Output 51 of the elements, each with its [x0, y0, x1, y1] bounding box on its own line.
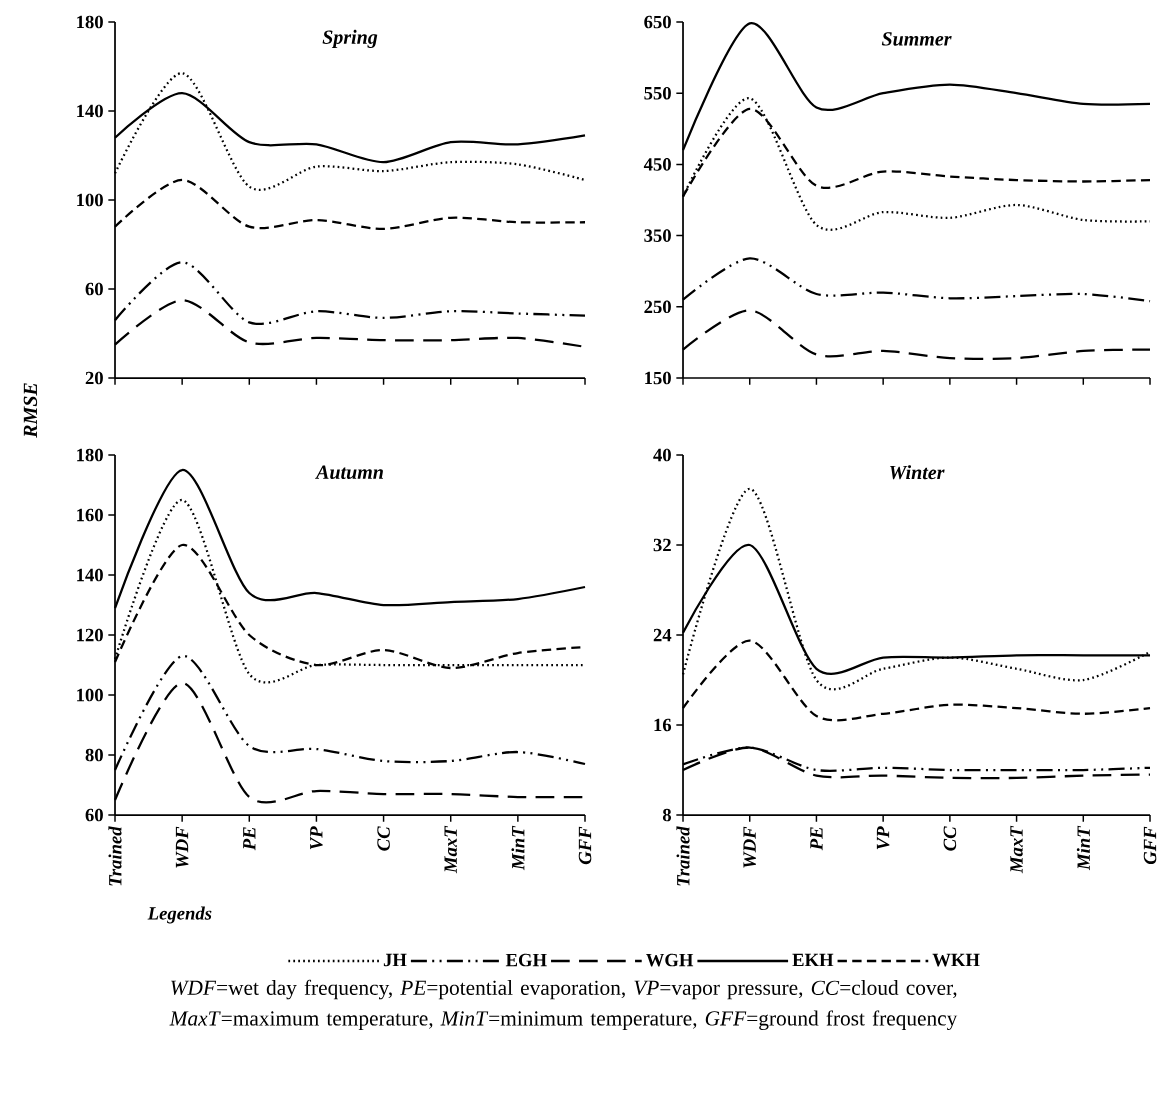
- x-tick-label: PE: [810, 827, 823, 851]
- chart-title: Winter: [889, 465, 945, 480]
- y-axis-title: RMSE: [23, 383, 38, 438]
- y-tick-label: 120: [77, 628, 103, 642]
- x-tick-label: VP: [876, 826, 890, 850]
- x-tick-label: GFF: [1143, 826, 1157, 865]
- y-tick-label: 60: [85, 282, 103, 296]
- y-tick-label: 60: [85, 808, 103, 822]
- chart-title: Spring: [322, 29, 378, 48]
- y-tick-label: 32: [653, 538, 671, 552]
- y-tick-label: 100: [77, 193, 103, 207]
- legend-label: EGH: [505, 953, 547, 967]
- x-tick-label: Trained: [108, 826, 122, 886]
- y-tick-label: 350: [644, 229, 671, 242]
- y-tick-label: 150: [645, 371, 671, 385]
- y-tick-label: 180: [77, 15, 103, 29]
- legend-label: WGH: [645, 953, 694, 967]
- y-tick-label: 250: [644, 300, 671, 314]
- chart-title: Autumn: [315, 465, 383, 479]
- x-tick-label: WDF: [175, 826, 189, 868]
- x-tick-label: CC: [377, 826, 390, 851]
- x-tick-label: MaxT: [444, 825, 457, 874]
- legend-label: JH: [383, 953, 407, 967]
- y-tick-label: 100: [77, 688, 103, 702]
- legend-label: WKH: [932, 953, 980, 967]
- y-tick-label: 40: [653, 448, 671, 462]
- y-tick-label: 160: [77, 508, 103, 522]
- y-tick-label: 650: [644, 15, 671, 29]
- x-tick-label: MaxT: [1010, 825, 1023, 874]
- y-tick-label: 140: [77, 104, 103, 118]
- x-tick-label: MinT: [1076, 825, 1090, 871]
- x-tick-label: VP: [310, 826, 323, 850]
- y-tick-label: 450: [643, 158, 671, 171]
- x-tick-label: PE: [243, 827, 256, 851]
- y-tick-label: 16: [654, 718, 672, 732]
- x-tick-label: Trained: [676, 826, 690, 886]
- x-tick-label: MinT: [511, 825, 525, 871]
- y-tick-label: 8: [662, 808, 672, 822]
- legend-title: Legends: [147, 906, 212, 924]
- legend-label: EKH: [792, 953, 834, 967]
- x-tick-label: GFF: [578, 826, 592, 865]
- text: WDF=wet day frequency, PE=potential evaporation, VP=vapor pressure, CC=cloud cover, MaxT=maximum temperature, MinT=minimum temperature, GFF=ground frost frequency: [169, 979, 958, 1031]
- x-tick-label: CC: [943, 826, 957, 851]
- y-tick-label: 180: [77, 448, 103, 462]
- y-tick-label: 20: [85, 371, 103, 385]
- y-tick-label: 80: [85, 748, 103, 762]
- y-tick-label: 550: [644, 86, 671, 100]
- y-tick-label: 24: [653, 628, 672, 642]
- chart-title: Summer: [881, 32, 952, 46]
- x-tick-label: WDF: [743, 826, 756, 868]
- y-tick-label: 140: [77, 568, 103, 582]
